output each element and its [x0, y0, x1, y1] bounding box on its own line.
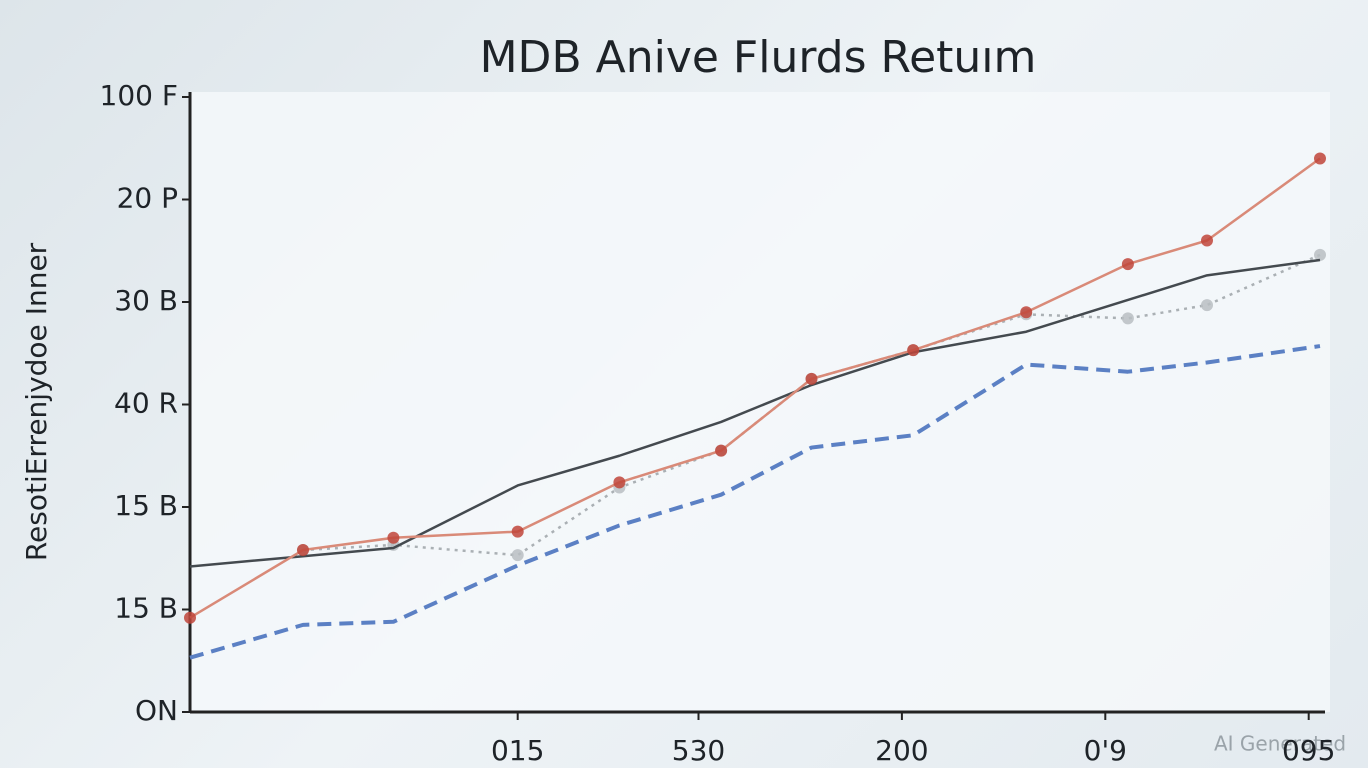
- y-tick-label: ON: [135, 694, 178, 727]
- point-marker: [184, 611, 196, 624]
- y-tick-label: 20 P: [117, 182, 178, 215]
- point-marker: [387, 531, 400, 544]
- point-marker: [805, 372, 818, 385]
- x-tick-label: 530: [672, 734, 725, 767]
- y-tick-label: 15 B: [114, 592, 178, 625]
- point-marker: [613, 476, 626, 489]
- y-tick-label: 15 B: [114, 489, 178, 522]
- x-tick-label: 015: [491, 734, 544, 767]
- series-line: [189, 157, 1321, 619]
- watermark: AI Generated: [1214, 732, 1346, 756]
- point-marker: [511, 549, 524, 562]
- y-tick-label: 30 B: [114, 284, 178, 317]
- x-tick-label: 095: [1282, 734, 1335, 767]
- plot-area: [190, 92, 1330, 712]
- y-axis-label: ResotiErrenjydoe Inner: [20, 242, 53, 561]
- point-marker: [715, 444, 728, 457]
- x-tick-label: 200: [875, 734, 928, 767]
- series-line: [189, 258, 1321, 568]
- y-tick-label: 40 R: [114, 387, 178, 420]
- chart-title: MDB Anive Flurds Retuım: [480, 32, 1037, 83]
- point-marker: [1201, 234, 1213, 247]
- point-marker: [1121, 258, 1134, 271]
- y-tick-label: 100 F: [100, 79, 178, 112]
- point-marker: [1020, 306, 1033, 319]
- point-marker: [907, 344, 920, 357]
- point-marker: [297, 544, 309, 557]
- point-marker: [1201, 299, 1213, 312]
- point-marker: [1314, 152, 1326, 165]
- point-marker: [1314, 248, 1326, 261]
- point-marker: [1121, 312, 1134, 325]
- point-marker: [511, 525, 524, 538]
- series-line: [189, 344, 1321, 660]
- x-tick-label: 0'9: [1084, 734, 1127, 767]
